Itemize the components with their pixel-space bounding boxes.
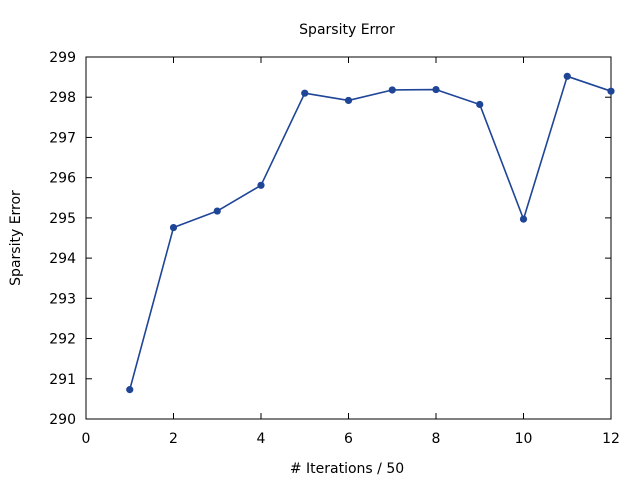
data-point (563, 72, 571, 80)
x-tick-label: 2 (169, 431, 178, 447)
data-point (344, 96, 353, 105)
x-tick-label: 12 (602, 431, 620, 447)
x-tick-label: 0 (82, 431, 91, 447)
data-point (213, 207, 221, 215)
series-line (128, 75, 612, 390)
data-point (301, 89, 309, 97)
data-point (257, 181, 265, 189)
y-tick-label: 290 (49, 412, 76, 428)
y-tick-label: 298 (49, 90, 76, 106)
plot-area: 0 2 4 6 8 10 12 290 291 292 293 294 295 296 297 298 299 (49, 50, 620, 447)
y-tick-label: 292 (49, 332, 76, 348)
y-tick-label: 293 (49, 291, 76, 307)
x-tick-label: 10 (515, 431, 533, 447)
y-tick-label: 295 (49, 211, 76, 227)
y-tick-label: 291 (49, 372, 76, 388)
x-tick-label: 4 (257, 431, 266, 447)
chart-title: Sparsity Error (299, 22, 395, 38)
data-point (607, 87, 615, 95)
data-point (432, 85, 440, 94)
data-point (126, 386, 134, 394)
y-tick-label: 299 (49, 50, 76, 66)
data-point (169, 223, 178, 232)
x-axis-label: # Iterations / 50 (290, 461, 404, 477)
data-point (388, 86, 396, 94)
data-point (476, 100, 484, 109)
x-tick-label: 8 (432, 431, 441, 447)
x-tick-label: 6 (344, 431, 353, 447)
plot-frame (85, 56, 612, 420)
y-axis-label: Sparsity Error (8, 190, 24, 286)
y-tick-label: 297 (49, 130, 76, 146)
y-tick-label: 294 (49, 251, 76, 267)
data-point (519, 215, 528, 223)
y-tick-label: 296 (49, 171, 76, 187)
